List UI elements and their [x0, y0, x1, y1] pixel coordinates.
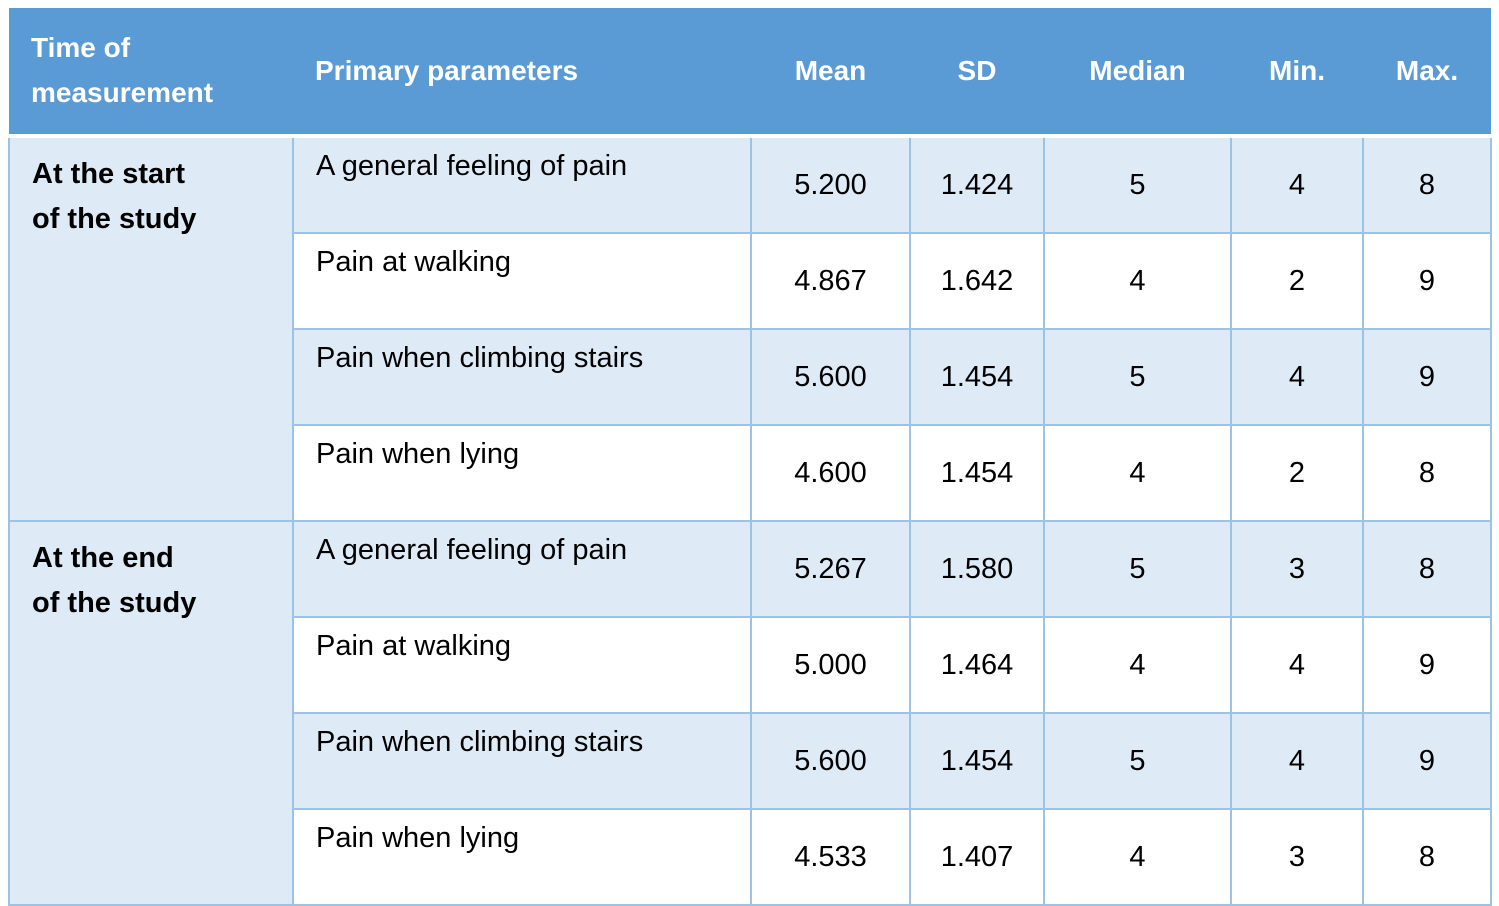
table-row: Pain at walking 4.867 1.642 4 2 9 [9, 232, 1492, 330]
sd-cell: 1.454 [909, 328, 1045, 426]
mean-cell: 5.000 [750, 616, 911, 714]
statistics-table-container: Time of measurement Primary parameters M… [8, 8, 1492, 906]
max-cell: 8 [1362, 520, 1492, 618]
table-row: Pain at walking 5.000 1.464 4 4 9 [9, 616, 1492, 714]
parameter-cell: Pain when lying [292, 808, 752, 906]
mean-cell: 5.267 [750, 520, 911, 618]
max-cell: 9 [1362, 616, 1492, 714]
min-cell: 2 [1230, 424, 1364, 522]
table-header: Time of measurement Primary parameters M… [9, 8, 1491, 138]
parameter-cell: A general feeling of pain [292, 520, 752, 618]
sd-cell: 1.454 [909, 712, 1045, 810]
table-row: Pain when climbing stairs 5.600 1.454 5 … [9, 712, 1492, 810]
median-cell: 5 [1043, 328, 1232, 426]
max-cell: 8 [1362, 424, 1492, 522]
parameter-cell: Pain when lying [292, 424, 752, 522]
sd-cell: 1.580 [909, 520, 1045, 618]
max-cell: 9 [1362, 328, 1492, 426]
median-cell: 5 [1043, 712, 1232, 810]
mean-cell: 4.867 [750, 232, 911, 330]
column-header-max: Max. [1363, 8, 1491, 138]
table-row: Pain when lying 4.600 1.454 4 2 8 [9, 424, 1492, 522]
median-cell: 4 [1043, 808, 1232, 906]
table-row: Pain when climbing stairs 5.600 1.454 5 … [9, 328, 1492, 426]
table-row: At the start of the study A general feel… [8, 135, 1492, 522]
median-cell: 5 [1043, 135, 1232, 234]
mean-cell: 4.533 [750, 808, 911, 906]
sd-cell: 1.407 [909, 808, 1045, 906]
min-cell: 3 [1230, 520, 1364, 618]
parameter-cell: Pain at walking [292, 616, 752, 714]
table-body: At the start of the study A general feel… [8, 135, 1492, 906]
min-cell: 4 [1230, 328, 1364, 426]
column-header-primary-parameters: Primary parameters [293, 8, 751, 138]
column-header-sd: SD [910, 8, 1044, 138]
sd-cell: 1.464 [909, 616, 1045, 714]
mean-cell: 5.200 [750, 135, 911, 234]
max-cell: 8 [1362, 808, 1492, 906]
sd-cell: 1.454 [909, 424, 1045, 522]
column-header-time-of-measurement: Time of measurement [9, 8, 293, 138]
header-row: Time of measurement Primary parameters M… [9, 8, 1491, 138]
group-label-cell: At the end of the study [8, 520, 294, 906]
sd-cell: 1.642 [909, 232, 1045, 330]
median-cell: 4 [1043, 232, 1232, 330]
table-row: At the end of the study A general feelin… [8, 520, 1492, 906]
parameter-cell: Pain when climbing stairs [292, 712, 752, 810]
parameter-cell: Pain when climbing stairs [292, 328, 752, 426]
median-cell: 4 [1043, 616, 1232, 714]
min-cell: 3 [1230, 808, 1364, 906]
statistics-table: Time of measurement Primary parameters M… [8, 8, 1492, 906]
mean-cell: 5.600 [750, 712, 911, 810]
min-cell: 2 [1230, 232, 1364, 330]
max-cell: 9 [1362, 232, 1492, 330]
column-header-min: Min. [1231, 8, 1363, 138]
parameter-cell: Pain at walking [292, 232, 752, 330]
column-header-median: Median [1044, 8, 1231, 138]
sd-cell: 1.424 [909, 135, 1045, 234]
min-cell: 4 [1230, 712, 1364, 810]
parameter-cell: A general feeling of pain [292, 135, 752, 234]
max-cell: 9 [1362, 712, 1492, 810]
group-label-cell: At the start of the study [8, 135, 294, 522]
column-header-mean: Mean [751, 8, 910, 138]
mean-cell: 4.600 [750, 424, 911, 522]
median-cell: 4 [1043, 424, 1232, 522]
max-cell: 8 [1362, 135, 1492, 234]
mean-cell: 5.600 [750, 328, 911, 426]
min-cell: 4 [1230, 135, 1364, 234]
min-cell: 4 [1230, 616, 1364, 714]
median-cell: 5 [1043, 520, 1232, 618]
